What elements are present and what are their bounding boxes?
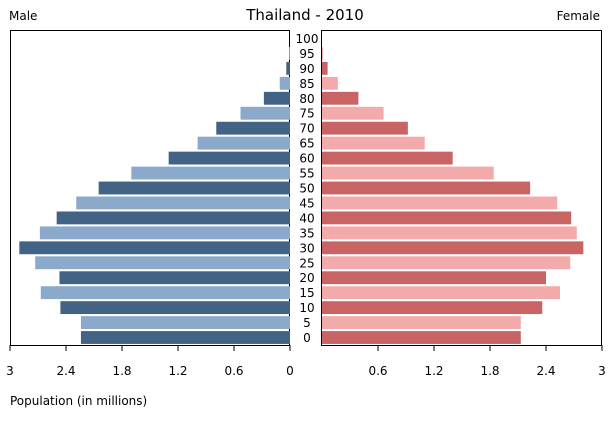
x-tick-label: 2.4 (56, 364, 75, 378)
male-bar-90 (286, 61, 290, 75)
male-bar-55 (131, 166, 290, 180)
male-bar-40 (56, 211, 290, 225)
age-label-0: 0 (303, 331, 311, 345)
age-label-100: 100 (296, 32, 319, 46)
male-bar-75 (240, 106, 290, 120)
male-bar-0 (80, 331, 290, 344)
chart-title: Thailand - 2010 (245, 6, 364, 24)
x-tick-label: 0 (286, 364, 294, 378)
female-bar-75 (322, 106, 384, 120)
x-tick-label: 1.2 (168, 364, 187, 378)
female-plot-frame (321, 30, 602, 346)
age-label-65: 65 (299, 137, 314, 151)
x-tick-label: 3 (6, 364, 14, 378)
x-tick-label: 0.6 (224, 364, 243, 378)
female-bar-60 (322, 151, 453, 165)
x-tick-label: 3 (598, 364, 606, 378)
male-bar-35 (39, 226, 290, 240)
age-labels: 0510152025303540455055606570758085909510… (296, 32, 319, 345)
age-label-75: 75 (299, 107, 314, 121)
female-bar-70 (322, 121, 408, 135)
male-bar-60 (168, 151, 290, 165)
male-label: Male (9, 9, 37, 23)
male-bar-45 (76, 196, 291, 210)
x-tick-label: 1.2 (424, 364, 443, 378)
female-bar-50 (322, 181, 531, 195)
male-bar-65 (197, 136, 290, 150)
age-label-15: 15 (299, 286, 314, 300)
male-bar-80 (263, 91, 290, 105)
male-bar-15 (40, 286, 290, 300)
age-label-25: 25 (299, 256, 314, 270)
male-bar-20 (59, 271, 290, 285)
age-label-50: 50 (299, 182, 314, 196)
female-bar-80 (322, 91, 359, 105)
age-label-35: 35 (299, 226, 314, 240)
age-label-5: 5 (303, 316, 311, 330)
female-bar-0 (322, 331, 521, 344)
female-bar-55 (322, 166, 494, 180)
female-bar-25 (322, 256, 571, 270)
female-bar-40 (322, 211, 572, 225)
age-label-60: 60 (299, 152, 314, 166)
age-label-45: 45 (299, 196, 314, 210)
x-tick-label: 1.8 (480, 364, 499, 378)
male-bar-30 (19, 241, 290, 255)
male-bar-70 (216, 121, 290, 135)
x-tick-label: 1.8 (112, 364, 131, 378)
female-bar-45 (322, 196, 558, 210)
age-label-85: 85 (299, 77, 314, 91)
female-bar-90 (322, 61, 328, 75)
female-bar-15 (322, 286, 560, 300)
age-label-80: 80 (299, 92, 314, 106)
age-label-40: 40 (299, 211, 314, 225)
female-bar-95 (322, 46, 323, 60)
male-bar-25 (35, 256, 291, 270)
age-label-55: 55 (299, 167, 314, 181)
female-bar-30 (322, 241, 584, 255)
age-label-90: 90 (299, 62, 314, 76)
male-bar-10 (60, 301, 291, 315)
female-bars (322, 46, 584, 344)
age-label-10: 10 (299, 301, 314, 315)
male-bar-5 (80, 316, 290, 330)
male-bar-85 (279, 76, 290, 90)
female-label: Female (557, 9, 600, 23)
age-label-30: 30 (299, 241, 314, 255)
female-bar-35 (322, 226, 577, 240)
female-bar-65 (322, 136, 425, 150)
female-bar-10 (322, 301, 543, 315)
female-bar-85 (322, 76, 338, 90)
x-axis-ticks: 3 2.4 1.8 1.2 0.6 0 0.6 1.2 1.8 2.4 3 (6, 345, 606, 378)
male-bar-50 (98, 181, 291, 195)
age-label-70: 70 (299, 122, 314, 136)
female-bar-5 (322, 316, 521, 330)
x-axis-label: Population (in millions) (10, 394, 147, 408)
age-label-20: 20 (299, 271, 314, 285)
age-label-95: 95 (299, 47, 314, 61)
x-tick-label: 0.6 (368, 364, 387, 378)
female-bar-20 (322, 271, 546, 285)
male-bar-95 (289, 46, 290, 60)
x-tick-label: 2.4 (536, 364, 555, 378)
male-bars (19, 46, 291, 344)
